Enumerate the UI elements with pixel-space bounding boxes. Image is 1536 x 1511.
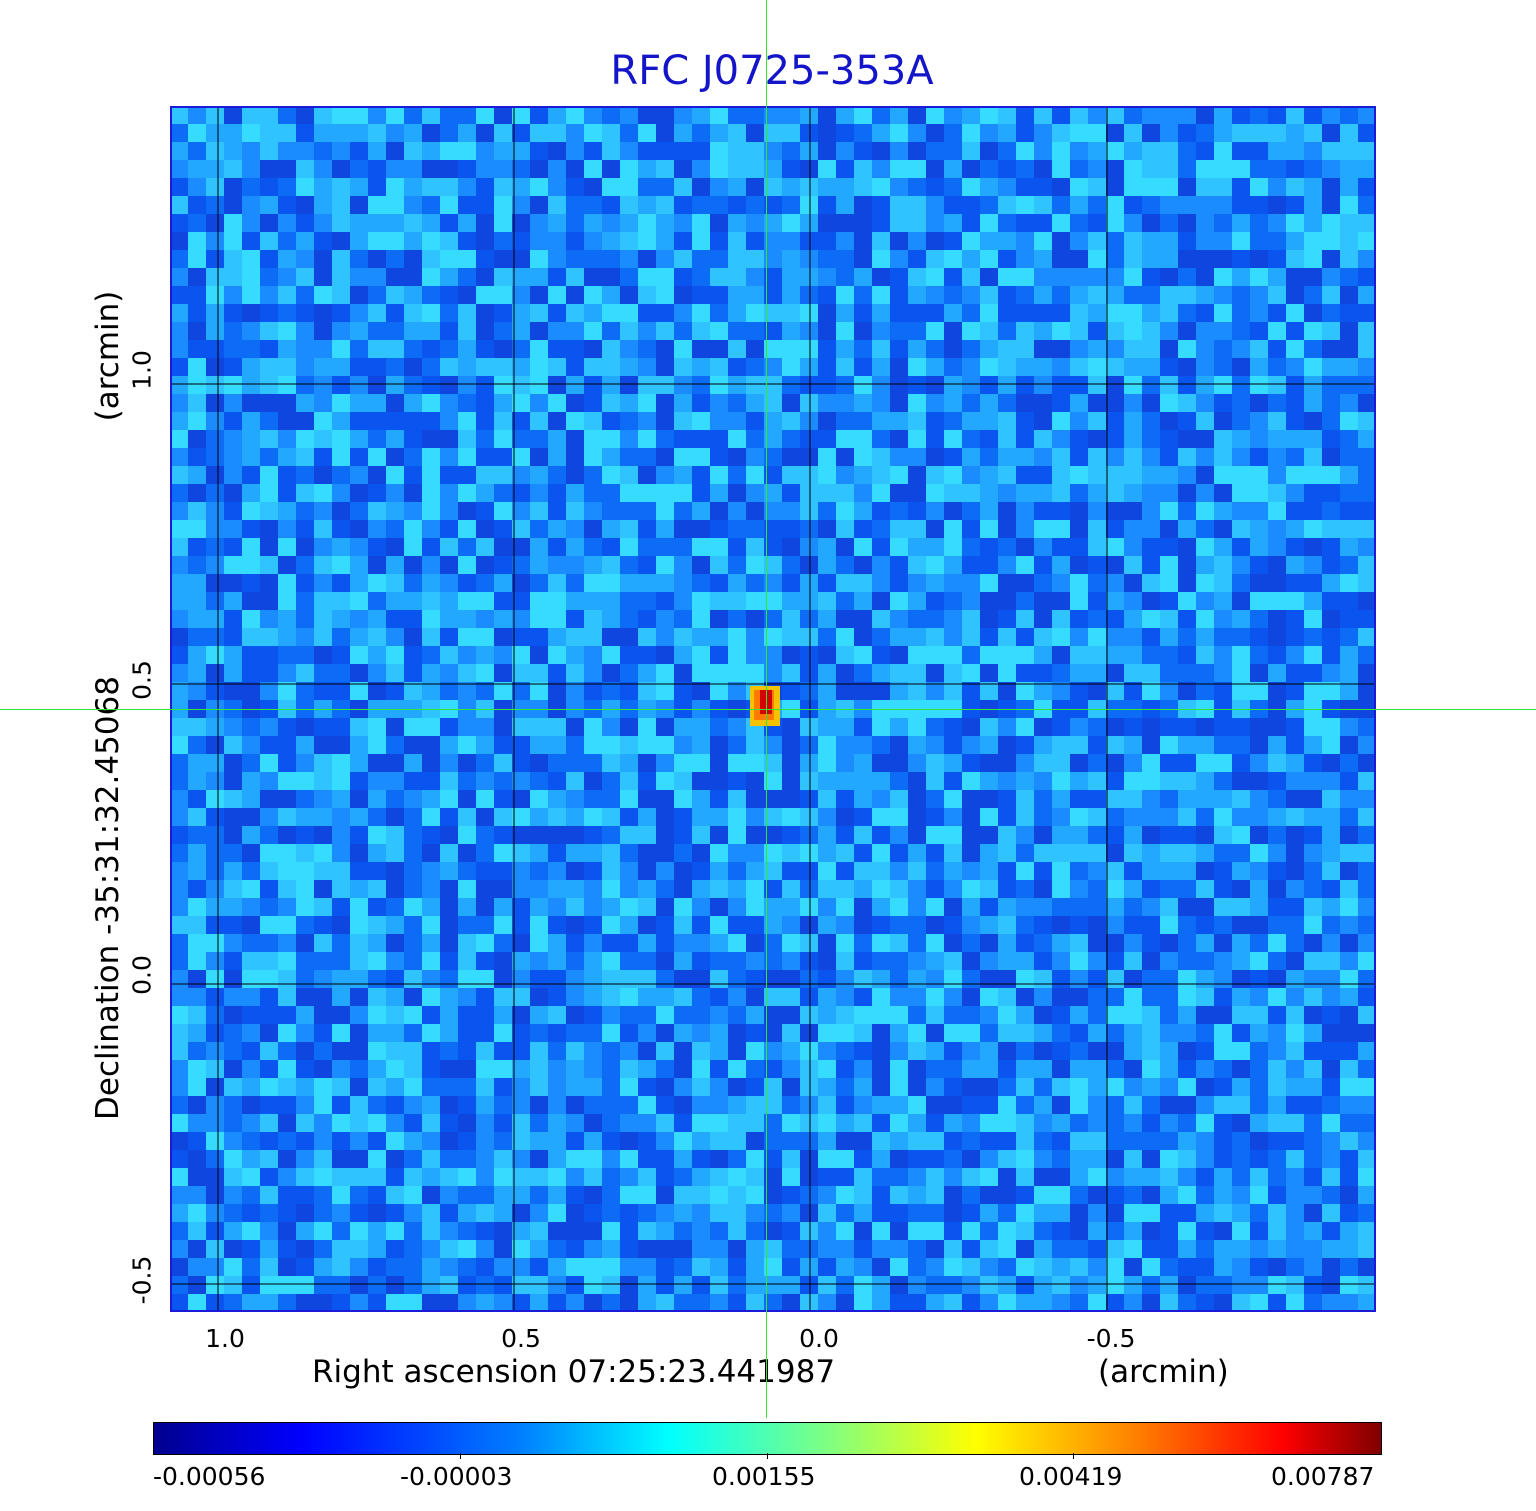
colorbar-tick-label: 0.00155 [712, 1462, 816, 1491]
y-tick-label: -0.5 [127, 1255, 157, 1305]
colorbar-tick-mark [460, 1453, 461, 1459]
colorbar-tick-label: -0.00003 [400, 1462, 513, 1491]
y-tick-label: 0.5 [127, 660, 157, 700]
colorbar-tick-label: 0.00419 [1019, 1462, 1123, 1491]
x-axis-unit: (arcmin) [1098, 1354, 1229, 1390]
radio-source [750, 686, 780, 726]
colorbar-tick-mark [767, 1453, 768, 1459]
x-tick-label: 0.5 [501, 1324, 541, 1353]
x-tick-label: 1.0 [205, 1324, 245, 1353]
y-tick-label: 1.0 [127, 350, 157, 390]
colorbar [153, 1422, 1382, 1455]
noise-pixels [170, 106, 1376, 1312]
y-tick-label: 0.0 [127, 955, 157, 995]
colorbar-tick-label: 0.00787 [1271, 1462, 1375, 1491]
colorbar-tick-label: -0.00056 [153, 1462, 266, 1491]
x-tick-label: -0.5 [1086, 1324, 1136, 1353]
y-axis-unit: (arcmin) [90, 290, 126, 422]
image-title: RFC J0725-353A [610, 48, 934, 94]
colorbar-tick-mark [1073, 1453, 1074, 1459]
x-tick-label: 0.0 [799, 1324, 839, 1353]
x-axis-label: Right ascension 07:25:23.441987 [312, 1354, 836, 1390]
crosshair-horizontal [0, 709, 1536, 710]
y-axis-label: Declination -35:31:32.45068 [90, 676, 126, 1120]
